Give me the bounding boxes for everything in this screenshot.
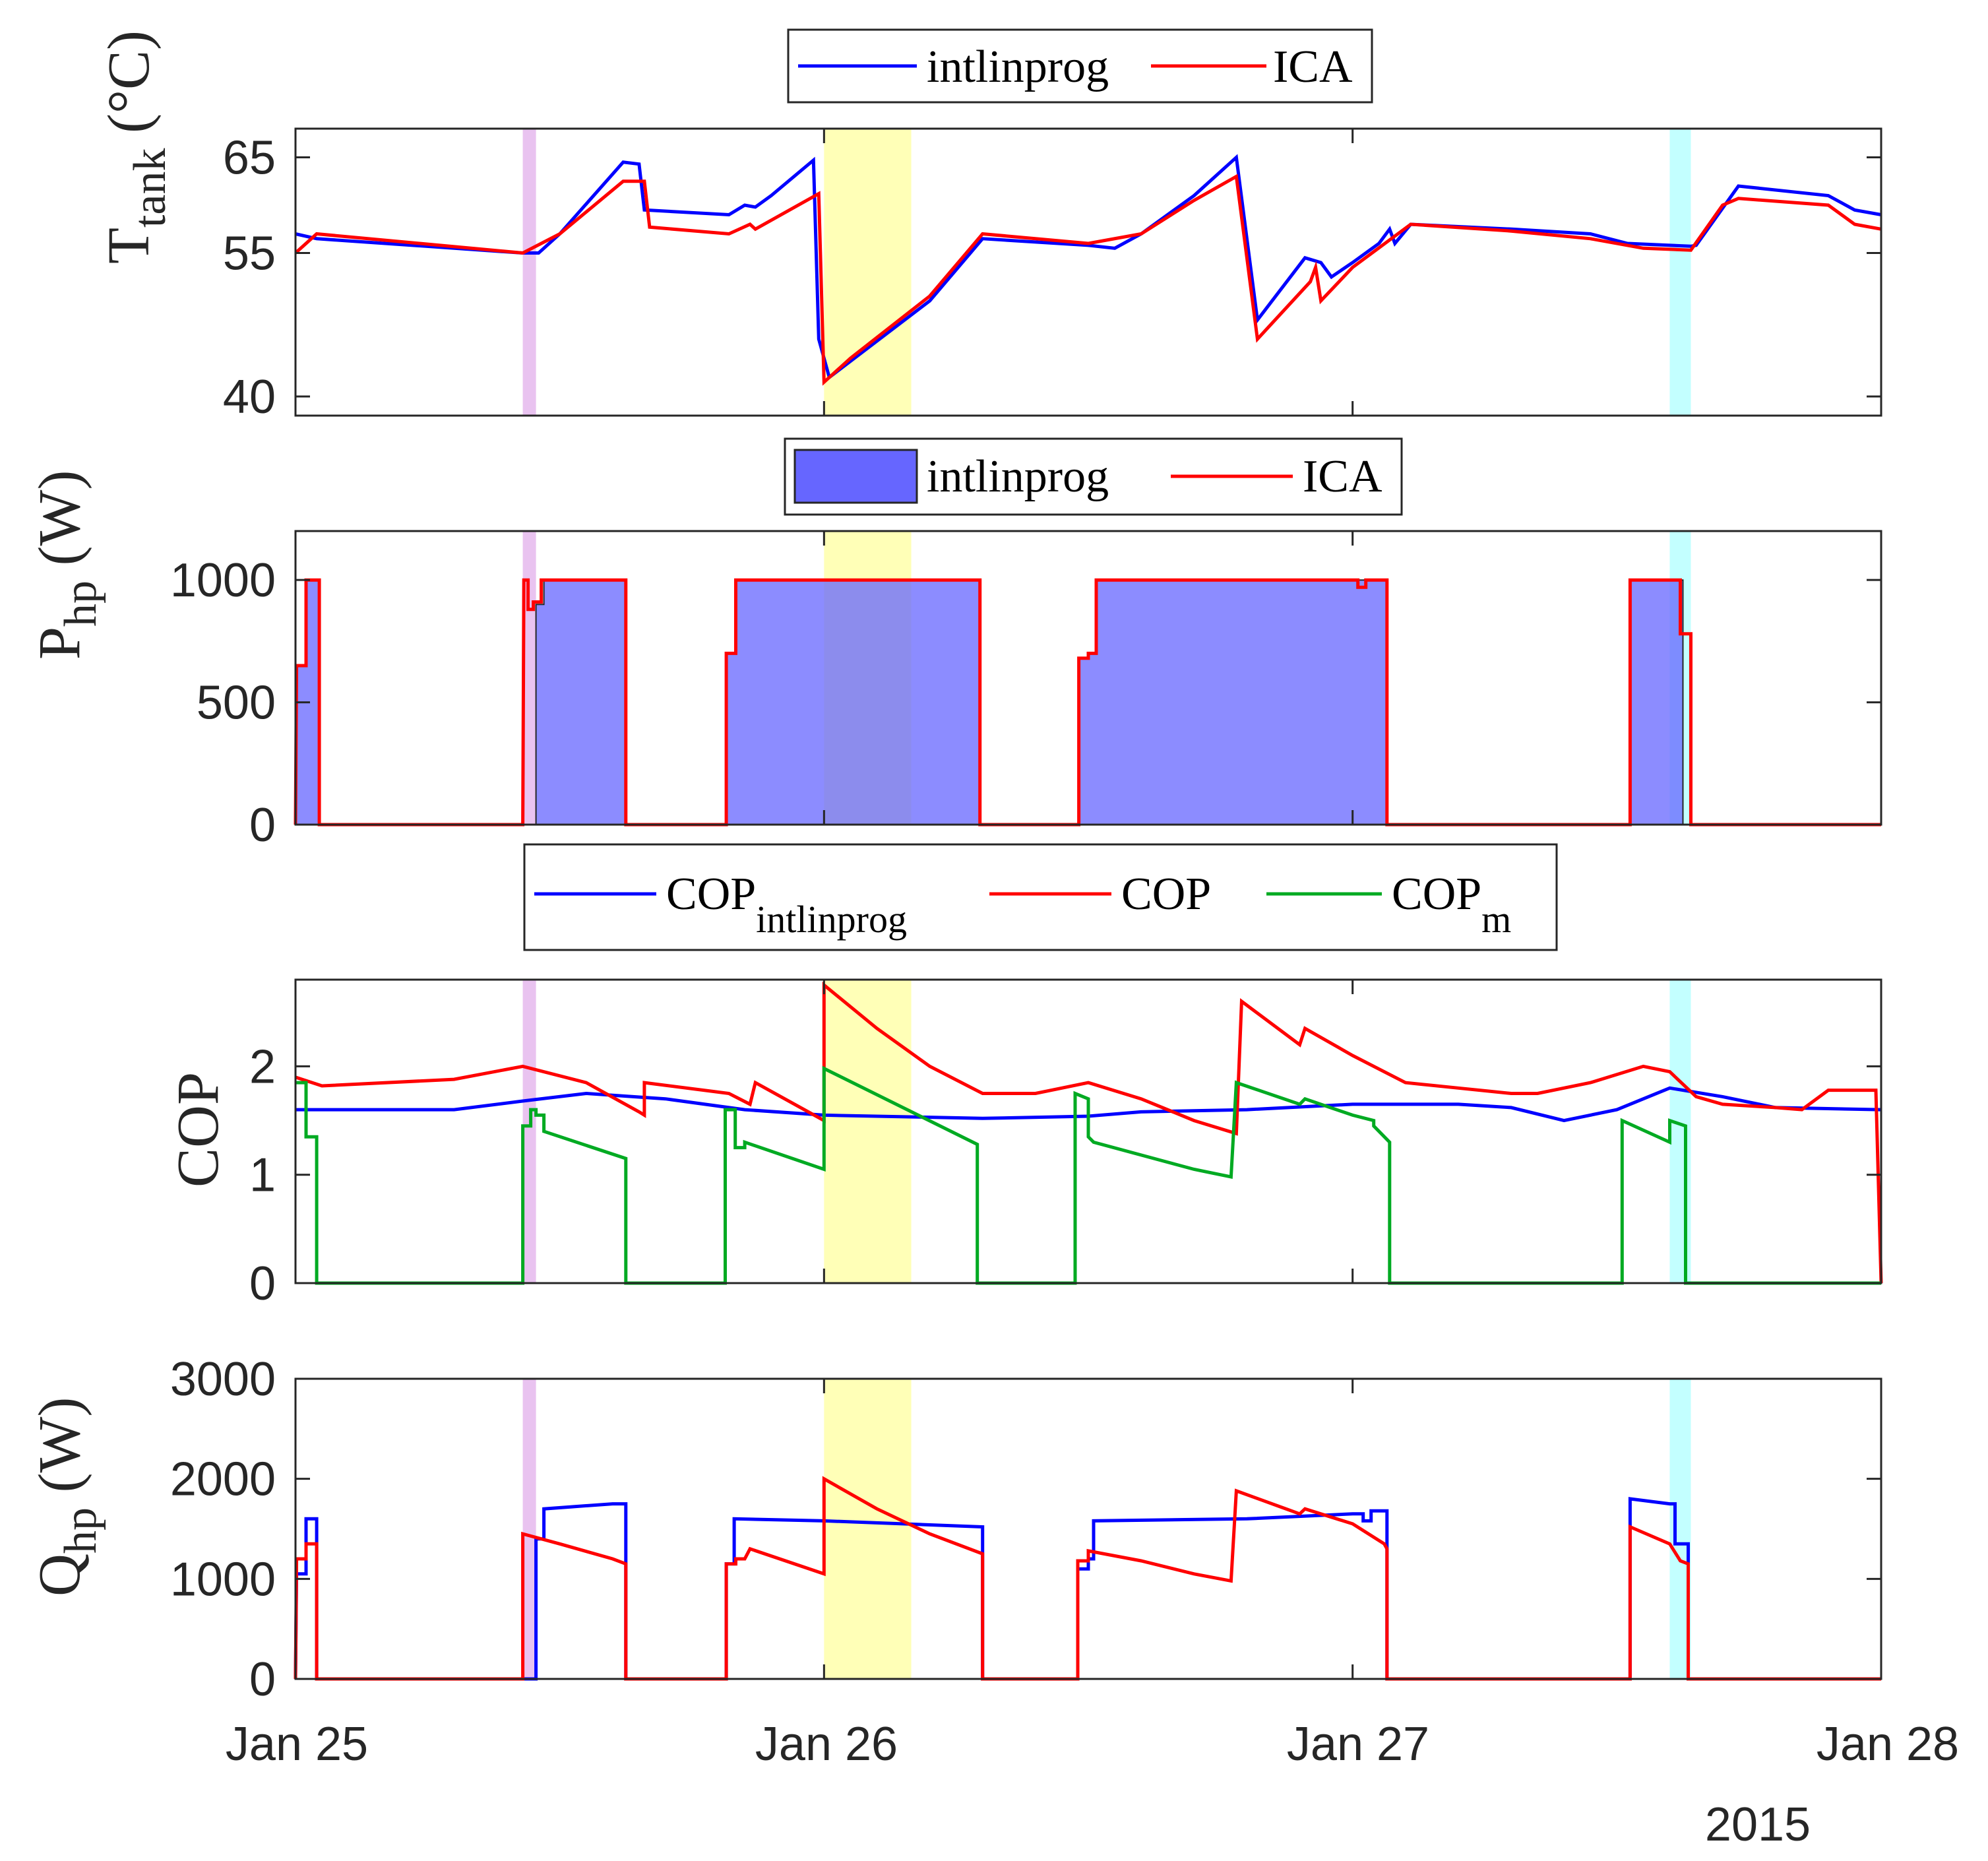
- y-tick-label-tank-0: 40: [223, 371, 276, 424]
- y-tick-label-tank-1: 55: [223, 228, 276, 280]
- ylabel-tank: Ttank (°C): [96, 30, 175, 264]
- axis-frame-qhp: [294, 1377, 1882, 1680]
- y-tick-label-tank-2: 65: [223, 132, 276, 185]
- panel-cop: COPintlinprog COP COPm COP 0 1 2: [166, 843, 1883, 1310]
- panel-qhp: Qhp (W) 0 1000 2000 3000: [27, 1353, 1882, 1706]
- y-tick-label-qhp-0: 0: [249, 1653, 276, 1706]
- ylabel-cop: COP: [166, 1072, 231, 1187]
- highlight-band-pink-tank: [522, 129, 536, 416]
- ylabel-php: Php (W): [27, 470, 106, 660]
- y-tick-label-cop-2: 2: [249, 1040, 276, 1093]
- legend-label-cop-m: COPm: [1392, 869, 1511, 941]
- highlight-band-cyan-tank: [1669, 129, 1691, 416]
- panel-php: intlinprog ICA Php (W) 0 500 1000: [27, 437, 1882, 852]
- series-line-ica-qhp: [294, 1476, 1881, 1681]
- panel-tank: intlinprog ICA Ttank (°C) 40 55 65: [96, 28, 1882, 424]
- highlight-band-yellow-qhp: [824, 1379, 912, 1679]
- time-axis: Jan 25 Jan 26 Jan 27 Jan 28 2015: [226, 1718, 1959, 1851]
- y-tick-label-php-2: 1000: [170, 554, 276, 607]
- axis-frame-php: [294, 530, 1882, 826]
- highlight-band-cyan-cop: [1669, 980, 1691, 1283]
- y-tick-label-qhp-2: 2000: [170, 1453, 276, 1506]
- legend-php: intlinprog ICA: [784, 437, 1403, 516]
- legend-label-intlinprog-php: intlinprog: [927, 451, 1109, 502]
- axis-frame-cop: [294, 978, 1882, 1284]
- legend-box-cop: [523, 843, 1558, 951]
- x-tick-label-jan26: Jan 26: [755, 1718, 898, 1771]
- highlight-band-pink-cop: [522, 980, 536, 1283]
- legend-swatch-intlinprog-area: [793, 449, 918, 504]
- ylabel-qhp: Qhp (W): [27, 1397, 106, 1596]
- x-tick-label-jan25: Jan 25: [226, 1718, 368, 1771]
- series-line-ica-tank: [294, 173, 1882, 386]
- legend-label-cop-intlinprog: COPintlinprog: [666, 869, 907, 941]
- legend-label-cop: COP: [1121, 869, 1211, 920]
- axis-frame-tank: [294, 127, 1882, 417]
- series-line-cop-cop: [295, 981, 1883, 1284]
- series-line-intlinprog-tank: [295, 154, 1882, 381]
- year-label: 2015: [1705, 1798, 1811, 1851]
- y-tick-label-php-0: 0: [249, 799, 276, 852]
- y-tick-label-cop-1: 1: [249, 1149, 276, 1202]
- y-tick-label-php-1: 500: [197, 677, 276, 730]
- y-tick-label-qhp-3: 3000: [170, 1353, 276, 1406]
- y-tick-label-cop-0: 0: [249, 1257, 276, 1310]
- series-line-cop-intlinprog-cop: [295, 1086, 1882, 1123]
- legend-cop: COPintlinprog COP COPm: [523, 843, 1558, 951]
- legend-label-ica-php: ICA: [1303, 451, 1382, 502]
- x-tick-label-jan27: Jan 27: [1287, 1718, 1429, 1771]
- y-tick-label-qhp-1: 1000: [170, 1553, 276, 1606]
- highlight-band-yellow-cop: [824, 980, 912, 1283]
- highlight-band-pink-qhp: [522, 1379, 536, 1679]
- legend-label-ica: ICA: [1273, 42, 1353, 92]
- x-tick-label-jan28: Jan 28: [1817, 1718, 1959, 1771]
- series-line-cop-m-cop: [295, 1065, 1881, 1285]
- legend-label-intlinprog: intlinprog: [927, 42, 1109, 92]
- legend-tank: intlinprog ICA: [787, 28, 1373, 104]
